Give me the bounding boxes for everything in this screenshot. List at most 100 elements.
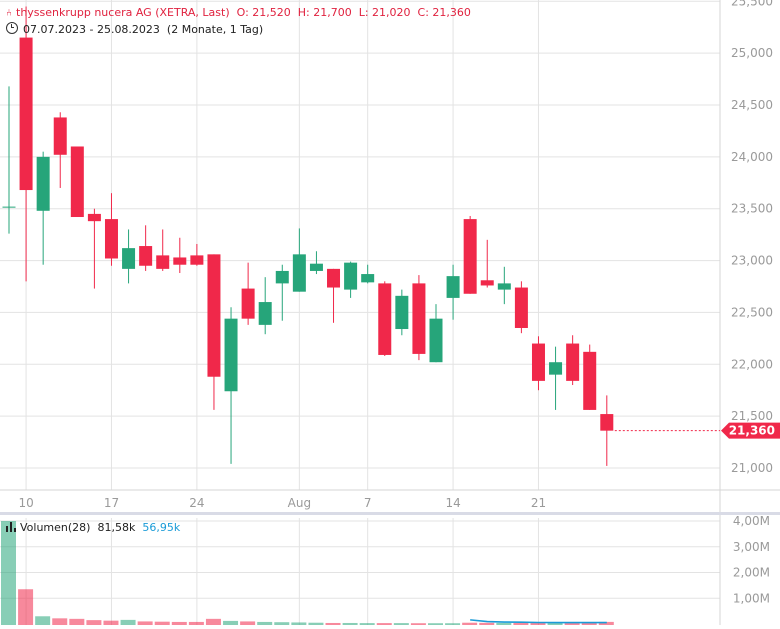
candle <box>412 275 426 361</box>
volume-average: 56,95k <box>142 521 181 534</box>
candle <box>207 254 221 410</box>
volume-bar <box>223 620 239 625</box>
volume-bar <box>479 622 495 625</box>
price-tick-label: 23,500 <box>731 202 773 216</box>
volume-bar <box>274 622 290 625</box>
candle <box>19 6 33 282</box>
date-range-line: 07.07.2023 - 25.08.2023 (2 Monate, 1 Tag… <box>6 22 263 36</box>
candle-body <box>429 318 443 363</box>
candle <box>361 264 375 284</box>
volume-bar <box>69 618 85 625</box>
candle <box>87 208 101 289</box>
volume-bar <box>598 621 614 625</box>
volume-bar <box>530 622 546 625</box>
candle-body <box>19 37 33 191</box>
candle <box>446 264 460 320</box>
price-tick-label: 25,500 <box>731 0 773 8</box>
candle <box>190 243 204 266</box>
candle-body <box>292 254 306 292</box>
volume-bar <box>581 622 597 625</box>
candle-body <box>190 255 204 265</box>
candle <box>378 281 392 356</box>
candle <box>156 229 170 271</box>
candle <box>583 344 597 410</box>
candle <box>309 251 323 275</box>
candle-body <box>156 255 170 269</box>
volume-bar <box>291 622 307 625</box>
volume-bar <box>188 621 204 625</box>
price-tick-label: 21,000 <box>731 461 773 475</box>
last-price-badge <box>721 422 780 439</box>
price-tick-label: 23,000 <box>731 254 773 268</box>
candle-body <box>566 343 580 381</box>
candle-body <box>412 283 426 354</box>
candle-body <box>36 156 50 211</box>
candle-body <box>514 287 528 328</box>
candle-body <box>241 288 255 319</box>
pane-separator <box>0 512 780 515</box>
candle <box>122 229 136 284</box>
volume-bar <box>342 622 358 625</box>
candle-body <box>378 283 392 355</box>
candle-body <box>275 270 289 284</box>
candle <box>395 289 409 336</box>
candle <box>566 335 580 386</box>
volume-bar <box>205 618 221 625</box>
volume-bar <box>410 623 426 625</box>
candle-body <box>395 295 409 330</box>
candle-body <box>309 263 323 271</box>
candle <box>463 215 477 294</box>
candle-body <box>207 254 221 377</box>
volume-tick-label: 3,00M <box>733 540 770 554</box>
date-range: 07.07.2023 - 25.08.2023 (2 Monate, 1 Tag… <box>23 23 264 36</box>
candle <box>531 336 545 391</box>
volume-bars-icon <box>6 522 16 532</box>
time-tick-label: 14 <box>445 496 460 510</box>
volume-bar <box>462 622 478 625</box>
volume-tick-label: 4,00M <box>733 514 770 528</box>
candle-body <box>258 302 272 325</box>
candle-body <box>87 213 101 222</box>
candle <box>36 151 50 265</box>
instrument-name: thyssenkrupp nucera AG (XETRA, Last) <box>16 6 230 19</box>
candle <box>2 86 16 234</box>
volume-bar <box>18 589 34 625</box>
candles <box>2 6 614 466</box>
time-tick-label: 10 <box>18 496 33 510</box>
candle <box>344 261 358 298</box>
candlestick-icon: ⑃ <box>6 8 12 19</box>
volume-bar <box>376 623 392 625</box>
volume-bar <box>154 621 170 625</box>
candle-body <box>224 318 238 392</box>
volume-bar <box>171 621 187 625</box>
candle <box>53 112 67 188</box>
candle-body <box>173 257 187 265</box>
candle-body <box>104 219 118 259</box>
candle <box>292 228 306 292</box>
time-tick-label: 21 <box>531 496 546 510</box>
candle <box>600 395 614 466</box>
volume-tick-label: 2,00M <box>733 566 770 580</box>
volume-bar <box>325 622 341 625</box>
volume-bar <box>240 621 256 625</box>
volume-bar <box>428 623 443 625</box>
candle <box>514 281 528 334</box>
volume-bar <box>393 623 409 625</box>
candle-body <box>2 206 16 208</box>
volume-value: 81,58k <box>97 521 136 534</box>
candle-body <box>327 268 341 288</box>
candle-body <box>361 274 375 283</box>
volume-bar <box>513 622 529 625</box>
price-tick-label: 24,500 <box>731 98 773 112</box>
candle-body <box>122 248 136 269</box>
candle-body <box>583 351 597 410</box>
time-tick-label: 7 <box>364 496 372 510</box>
candle <box>327 268 341 323</box>
volume-average-line <box>470 619 607 624</box>
price-tick-label: 25,000 <box>731 46 773 60</box>
volume-bar <box>137 621 153 625</box>
volume-bar <box>496 622 512 625</box>
